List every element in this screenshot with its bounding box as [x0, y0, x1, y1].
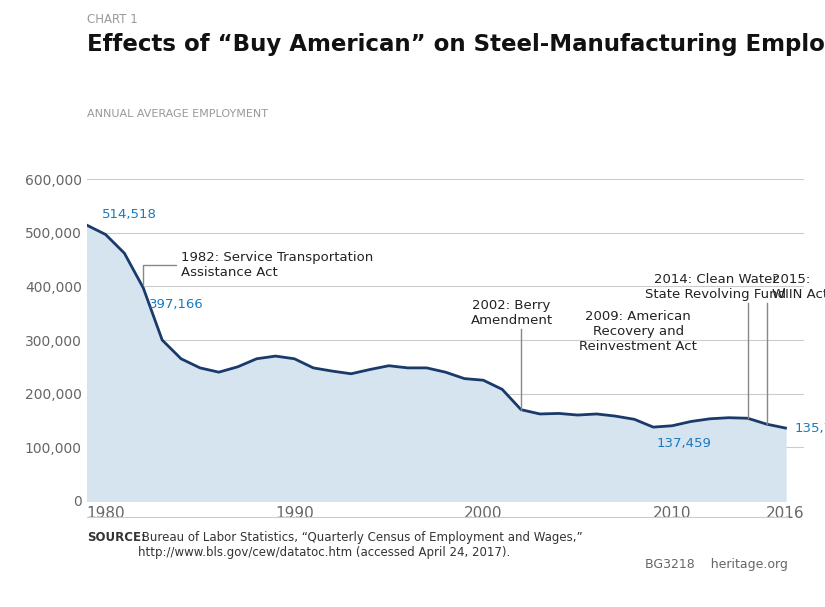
Text: 397,166: 397,166 — [149, 297, 204, 311]
Text: 137,459: 137,459 — [657, 436, 712, 450]
Text: 2015:
WIIN Act: 2015: WIIN Act — [772, 273, 825, 302]
Text: CHART 1: CHART 1 — [87, 13, 138, 26]
Text: 514,518: 514,518 — [101, 208, 157, 221]
Text: 135,744: 135,744 — [795, 421, 825, 435]
Text: Effects of “Buy American” on Steel-Manufacturing Employment: Effects of “Buy American” on Steel-Manuf… — [87, 33, 825, 56]
Text: SOURCE:: SOURCE: — [87, 531, 145, 544]
Text: 2002: Berry
Amendment: 2002: Berry Amendment — [470, 299, 553, 327]
Text: 2014: Clean Water
State Revolving Fund: 2014: Clean Water State Revolving Fund — [645, 273, 786, 302]
Text: BG3218    heritage.org: BG3218 heritage.org — [645, 558, 788, 571]
Text: 2009: American
Recovery and
Reinvestment Act: 2009: American Recovery and Reinvestment… — [579, 310, 697, 353]
Text: ANNUAL AVERAGE EMPLOYMENT: ANNUAL AVERAGE EMPLOYMENT — [87, 109, 267, 119]
Text: Bureau of Labor Statistics, “Quarterly Census of Employment and Wages,”
http://w: Bureau of Labor Statistics, “Quarterly C… — [138, 531, 582, 559]
Text: 1982: Service Transportation
Assistance Act: 1982: Service Transportation Assistance … — [144, 251, 374, 285]
